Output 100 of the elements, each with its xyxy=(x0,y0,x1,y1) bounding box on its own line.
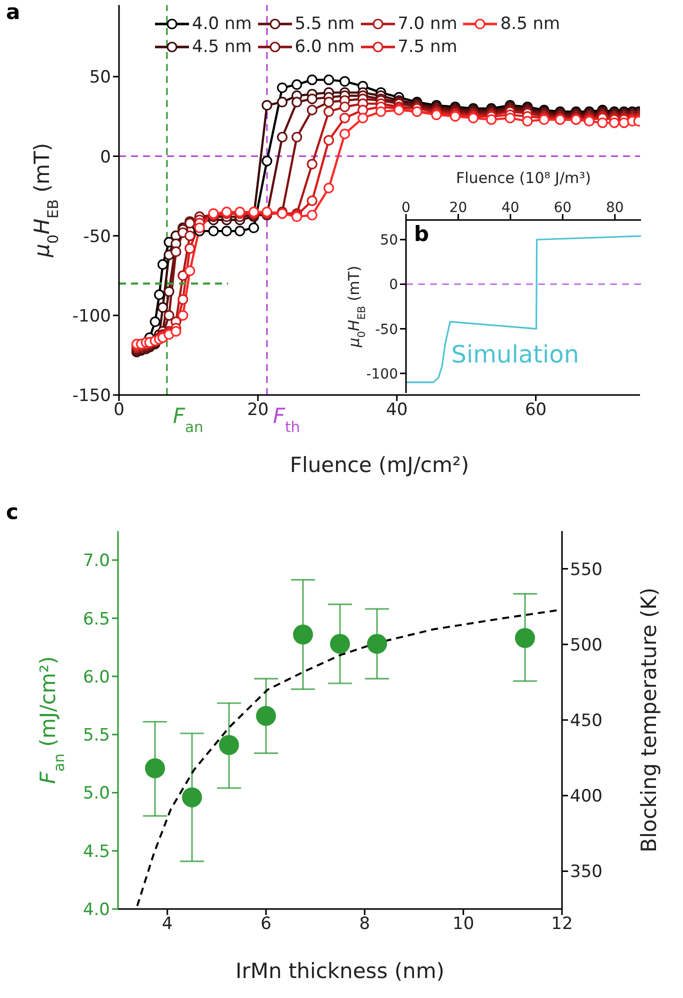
point xyxy=(306,195,318,206)
y-tick-label: -100 xyxy=(72,306,111,326)
point xyxy=(276,132,288,142)
point xyxy=(367,634,387,654)
point xyxy=(157,259,168,270)
x-tick-label: 40 xyxy=(386,400,408,420)
point xyxy=(306,94,318,104)
legend-label: 6.0 nm xyxy=(294,37,355,57)
point xyxy=(306,74,318,86)
y-tick-label: -50 xyxy=(83,226,111,247)
y-tick-label: 50 xyxy=(89,68,111,88)
point xyxy=(339,128,350,140)
x-tick-label: 20 xyxy=(247,400,269,420)
point xyxy=(184,266,196,276)
point xyxy=(234,226,246,236)
chart-title: c xyxy=(6,500,18,524)
point xyxy=(376,106,386,117)
point xyxy=(618,117,630,128)
point xyxy=(170,326,182,337)
point xyxy=(323,74,334,86)
y-tick-label: -150 xyxy=(72,386,111,406)
point xyxy=(292,79,302,90)
legend-label: 4.5 nm xyxy=(192,37,252,57)
point xyxy=(358,112,368,124)
x-tick-label: 40 xyxy=(502,200,520,216)
point xyxy=(276,96,288,108)
x-tick-label: 4 xyxy=(162,914,173,934)
y2-tick-label: 500 xyxy=(570,635,602,656)
point xyxy=(208,226,219,236)
point xyxy=(157,302,168,313)
point xyxy=(256,706,276,726)
point xyxy=(486,114,497,125)
point xyxy=(154,289,165,300)
y-tick-label: 7.0 xyxy=(82,551,110,572)
x-tick-label: 0 xyxy=(402,200,410,216)
point xyxy=(323,106,334,117)
point xyxy=(339,102,350,112)
point xyxy=(145,758,165,778)
y-tick-label: 6.5 xyxy=(82,609,110,630)
point xyxy=(184,230,196,242)
point xyxy=(194,222,205,234)
y-tick-label: 5.0 xyxy=(82,784,110,804)
legend-label: 7.0 nm xyxy=(398,14,458,34)
x-tick-label: 20 xyxy=(449,200,468,216)
y-tick-label: -100 xyxy=(366,366,398,382)
point xyxy=(504,112,516,124)
x-tick-label: 60 xyxy=(554,200,572,216)
point xyxy=(608,117,620,128)
point xyxy=(178,270,188,281)
x-axis-title: Fluence (10⁸ J/m³) xyxy=(456,169,591,187)
point xyxy=(178,310,188,321)
point xyxy=(178,294,188,305)
point xyxy=(597,117,608,128)
y-tick-label: 0 xyxy=(100,147,111,168)
point xyxy=(306,104,318,116)
legend-label: 7.5 nm xyxy=(398,37,458,57)
y-tick-label: 4.0 xyxy=(82,900,110,920)
y-tick-label: 50 xyxy=(380,232,398,249)
x-tick-label: 10 xyxy=(452,914,474,934)
point xyxy=(323,135,334,146)
point xyxy=(182,787,202,808)
point xyxy=(221,226,232,236)
point xyxy=(522,116,533,127)
point xyxy=(292,96,302,108)
point xyxy=(306,210,318,220)
point xyxy=(323,96,334,108)
point xyxy=(276,82,288,94)
point xyxy=(293,624,313,645)
x-axis-title: IrMn thickness (nm) xyxy=(236,959,444,983)
ref-line-label: F$_{an}$ xyxy=(172,404,204,436)
chart-title: b xyxy=(414,222,430,246)
point xyxy=(306,158,318,170)
y2-tick-label: 350 xyxy=(570,862,602,882)
legend-label: 5.5 nm xyxy=(294,14,355,34)
x-tick-label: 6 xyxy=(260,914,272,934)
point xyxy=(292,132,302,142)
y-tick-label: 5.5 xyxy=(82,726,110,746)
point xyxy=(170,246,182,258)
point xyxy=(184,243,196,254)
point xyxy=(323,182,334,194)
point xyxy=(262,156,272,166)
chart-title: a xyxy=(6,0,20,24)
y-tick-label: -50 xyxy=(375,322,398,338)
point xyxy=(339,76,350,87)
point xyxy=(339,112,350,124)
x-tick-label: 0 xyxy=(114,400,124,420)
x-tick-label: 8 xyxy=(359,914,370,934)
ref-line-label: F$_{th}$ xyxy=(272,404,300,436)
point xyxy=(262,100,272,111)
point xyxy=(219,735,239,756)
point xyxy=(248,222,260,234)
x-tick-label: 80 xyxy=(606,200,624,216)
legend-label: 4.0 nm xyxy=(192,14,252,34)
y-tick-label: 0 xyxy=(389,277,398,294)
point xyxy=(150,316,160,328)
y-tick-label: 6.0 xyxy=(82,667,110,688)
series-label: Simulation xyxy=(451,340,580,369)
point xyxy=(164,310,174,321)
x-tick-label: 12 xyxy=(551,914,573,934)
y-tick-label: 4.5 xyxy=(82,842,110,862)
